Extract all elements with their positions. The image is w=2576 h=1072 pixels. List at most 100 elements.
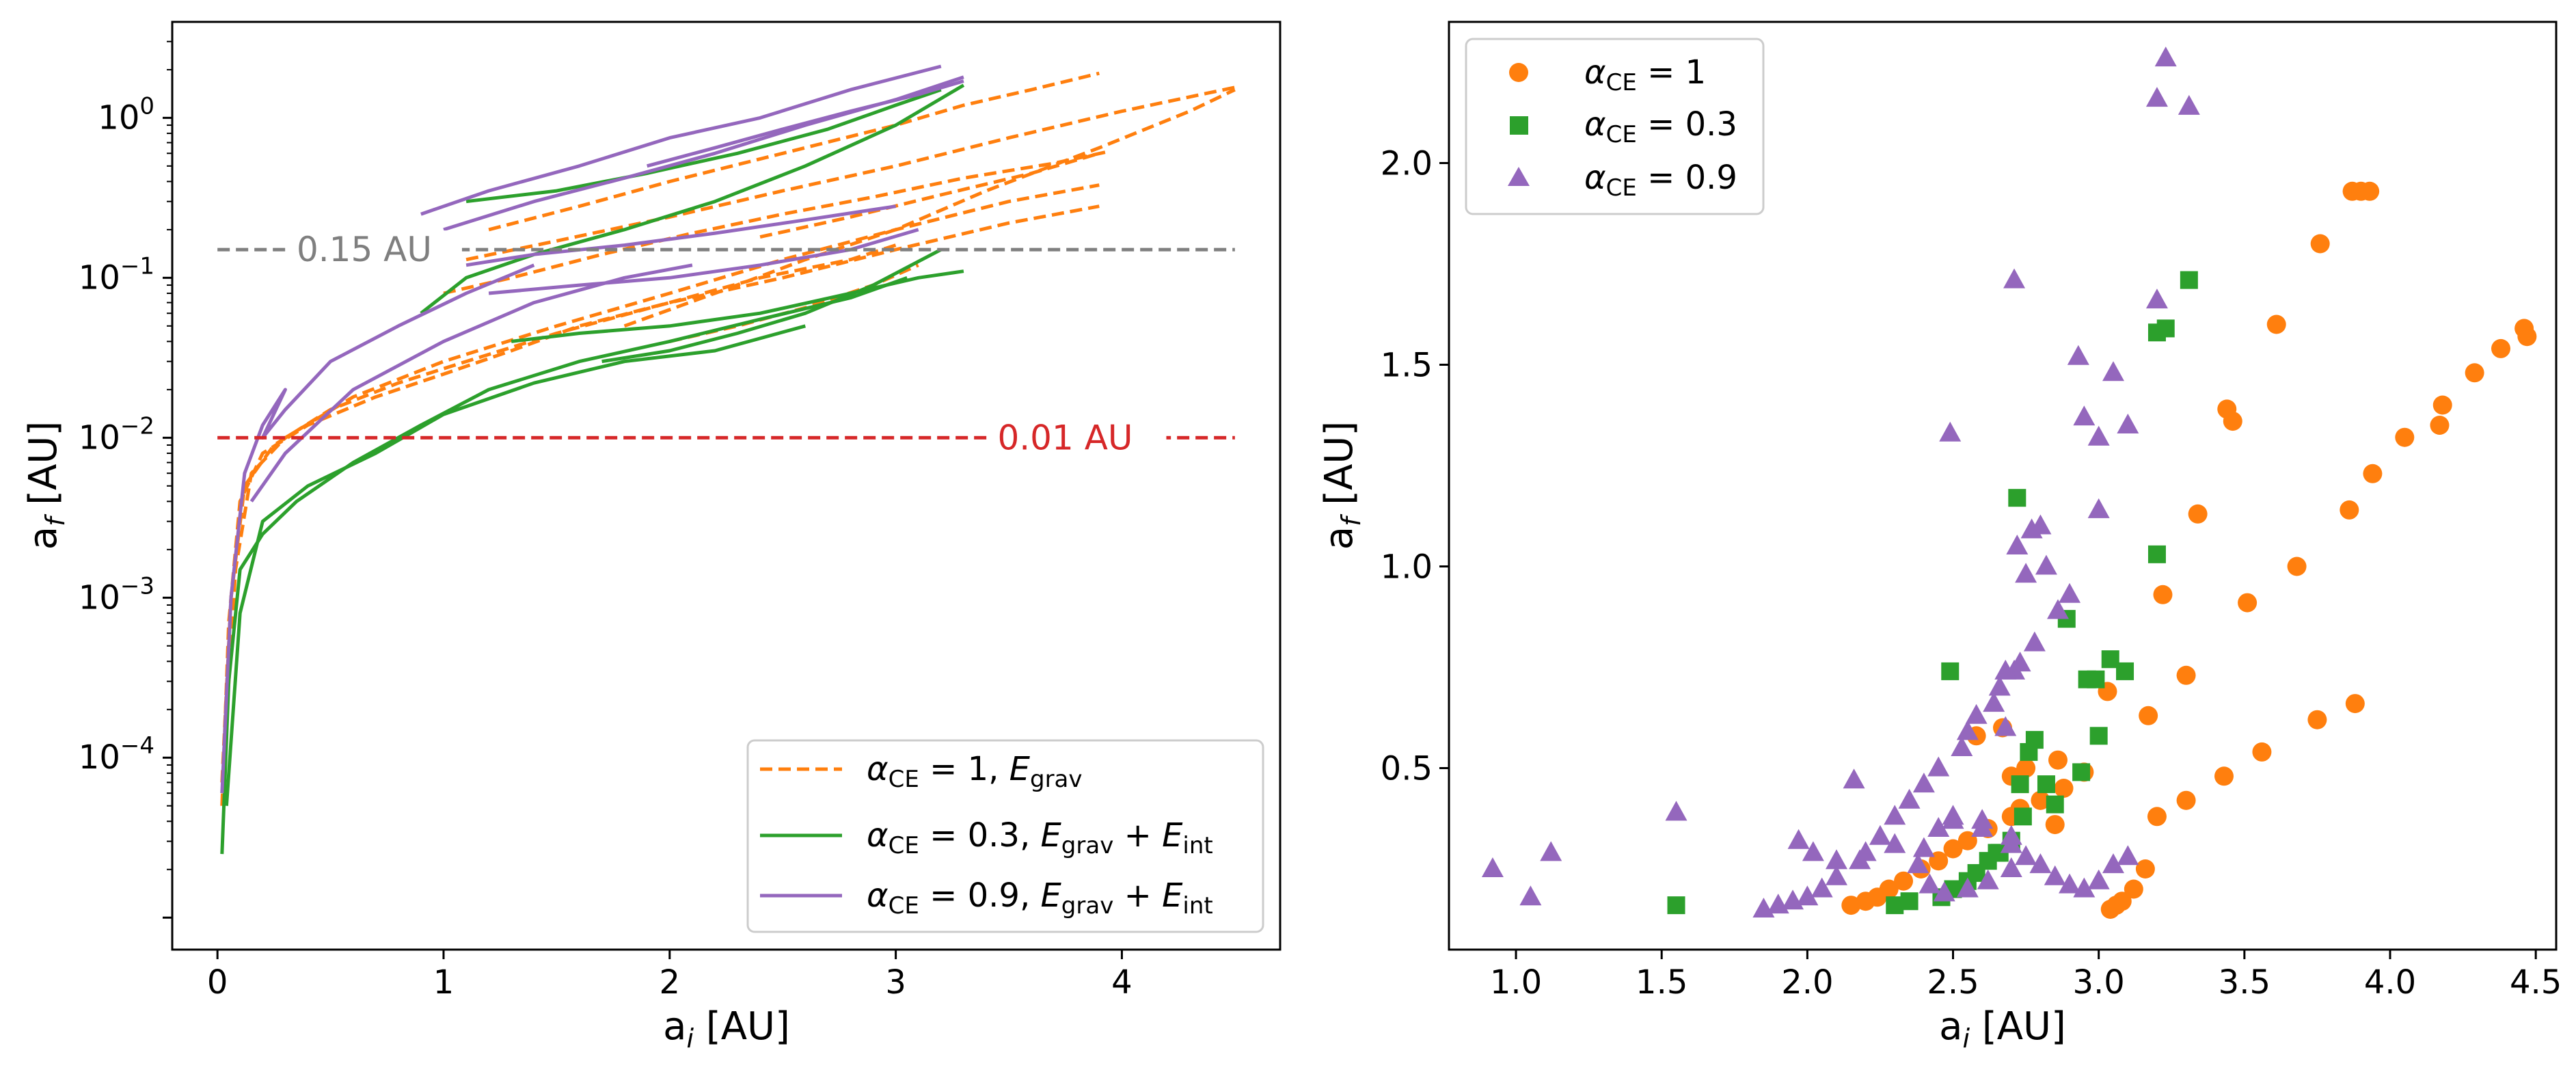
right-x-axis-label: ai [AU] — [1939, 1004, 2066, 1054]
point-triangle-8 — [2087, 425, 2110, 446]
series-2-track-4 — [488, 228, 919, 295]
left-x-tick-label-3: 3 — [885, 963, 906, 1002]
point-triangle-61 — [1942, 809, 1964, 829]
point-triangle-17 — [2047, 599, 2069, 619]
left-legend-frame — [746, 739, 1264, 933]
point-triangle-5 — [2067, 345, 2089, 365]
point-triangle-46 — [1826, 849, 1847, 870]
point-circle-44 — [2432, 395, 2452, 415]
point-circle-22 — [1894, 871, 1914, 891]
point-circle-34 — [2214, 766, 2234, 786]
left-y-ticks: 10−4 10−3 10−2 10−1 100 — [79, 40, 172, 919]
point-triangle-71 — [2023, 631, 2046, 652]
point-square-16 — [2020, 742, 2038, 761]
point-circle-32 — [2147, 807, 2167, 827]
point-triangle-36 — [1796, 885, 1819, 906]
point-square-17 — [2011, 775, 2029, 794]
point-circle-38 — [2238, 593, 2258, 613]
point-circle-35 — [2252, 742, 2272, 762]
point-circle-48 — [2514, 319, 2534, 338]
point-triangle-39 — [1752, 898, 1775, 917]
point-triangle-18 — [2059, 582, 2081, 603]
point-triangle-7 — [2073, 405, 2096, 426]
point-square-4 — [2008, 489, 2026, 507]
right-y-tick-label-2: 1.5 — [1381, 347, 1433, 385]
legend-marker-circle — [1509, 63, 1528, 82]
point-triangle-27 — [1927, 756, 1950, 777]
point-circle-41 — [2363, 464, 2383, 483]
point-triangle-33 — [1849, 849, 1871, 870]
point-circle-4 — [2266, 314, 2286, 334]
point-triangle-54 — [1977, 869, 1999, 889]
legend-marker-square — [1510, 116, 1528, 135]
point-triangle-48 — [1884, 833, 1906, 853]
point-triangle-43 — [1540, 841, 1562, 861]
right-y-tick-label-3: 2.0 — [1381, 145, 1433, 183]
left-x-axis-label: ai [AU] — [663, 1004, 790, 1054]
point-circle-37 — [2345, 694, 2365, 714]
point-triangle-4 — [2145, 289, 2168, 309]
point-circle-25 — [1856, 892, 1875, 911]
series-0-track-5 — [488, 71, 1100, 232]
point-triangle-23 — [1983, 692, 2005, 712]
point-circle-39 — [2287, 557, 2307, 576]
point-triangle-34 — [1826, 865, 1847, 885]
point-circle-29 — [2112, 892, 2132, 911]
point-circle-7 — [2188, 504, 2208, 524]
left-x-tick-label-4: 4 — [1111, 963, 1133, 1002]
series-2-track-3 — [465, 204, 896, 267]
point-circle-42 — [2395, 427, 2415, 447]
point-square-12 — [2072, 763, 2091, 781]
legend-label-alpha-1: αCE = 1, Egrav — [867, 750, 1083, 793]
right-y-tick-label-1: 1.0 — [1381, 548, 1433, 587]
point-square-27 — [1886, 896, 1904, 915]
left-x-tick-label-0: 0 — [207, 963, 228, 1002]
point-triangle-40 — [1665, 801, 1687, 821]
legend-label-alpha-0.9: αCE = 0.9 — [1584, 159, 1737, 202]
legend-label-alpha-1: αCE = 1 — [1584, 53, 1706, 96]
point-triangle-44 — [1787, 829, 1810, 849]
point-triangle-16 — [2015, 563, 2037, 583]
point-circle-14 — [2031, 790, 2050, 810]
legend-label-alpha-0.3: αCE = 0.3, Egrav + Eint — [867, 816, 1213, 859]
point-triangle-56 — [1933, 881, 1955, 902]
left-y-tick-label-0: 10−4 — [79, 732, 154, 777]
right-x-tick-label-7: 4.5 — [2510, 963, 2562, 1002]
reference-label-1: 0.01 AU — [997, 418, 1133, 457]
series-0-track-6 — [623, 88, 1236, 328]
point-circle-9 — [2176, 665, 2196, 685]
point-circle-50 — [2048, 750, 2067, 770]
reference-label-0: 0.15 AU — [297, 230, 432, 269]
point-triangle-67 — [2073, 877, 2096, 898]
point-triangle-65 — [2044, 865, 2066, 885]
point-triangle-64 — [2029, 853, 2052, 874]
point-triangle-52 — [2015, 845, 2037, 866]
series-1-track-0 — [220, 276, 908, 855]
left-panel: 0.15 AU 0.01 AU 0 1 2 3 4 10−4 10−3 10−2 10−1 100… — [21, 21, 1282, 1054]
point-triangle-21 — [2009, 652, 2031, 672]
point-triangle-9 — [2117, 414, 2139, 433]
right-x-ticks: 1.0 1.5 2.0 2.5 3.0 3.5 4.0 4.5 — [1490, 950, 2562, 1002]
point-triangle-3 — [2003, 268, 2026, 289]
series-0-track-4 — [465, 85, 1236, 262]
right-panel: 1.0 1.5 2.0 2.5 3.0 3.5 4.0 4.5 0.5 1.0 1.5 2.0 ai… — [1317, 21, 2562, 1054]
point-triangle-10 — [1939, 421, 1962, 442]
point-circle-36 — [2307, 710, 2327, 729]
right-plot-frame — [1448, 21, 2558, 951]
point-circle-33 — [2176, 790, 2196, 810]
series-1-track-1 — [420, 83, 965, 315]
point-circle-40 — [2340, 500, 2359, 520]
left-legend: αCE = 1, Egrav αCE = 0.3, Egrav + Eint α… — [746, 739, 1264, 933]
point-triangle-60 — [1927, 817, 1950, 837]
left-x-ticks: 0 1 2 3 4 — [207, 950, 1133, 1002]
point-triangle-11 — [2087, 498, 2110, 518]
point-triangle-37 — [1782, 889, 1804, 910]
left-y-tick-label-2: 10−2 — [79, 412, 154, 457]
point-triangle-70 — [2117, 845, 2139, 866]
point-circle-30 — [2124, 879, 2143, 899]
right-legend: αCE = 1 αCE = 0.3 αCE = 0.9 — [1465, 38, 1765, 215]
point-triangle-22 — [1988, 675, 2011, 696]
point-square-11 — [2089, 727, 2108, 745]
point-triangle-58 — [1907, 853, 1929, 874]
